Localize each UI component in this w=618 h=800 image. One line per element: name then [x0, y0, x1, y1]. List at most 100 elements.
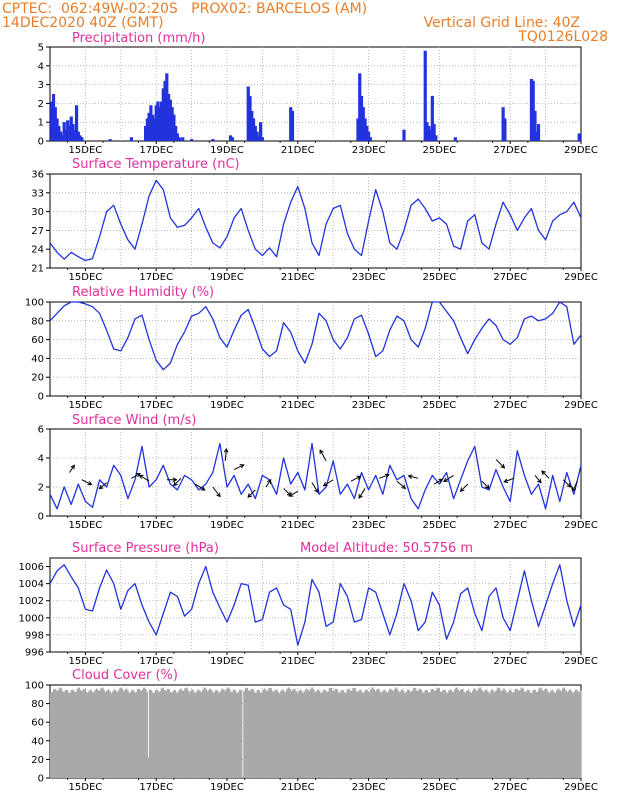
cloud-bar	[536, 691, 539, 778]
cloud-bar	[243, 691, 246, 778]
precip-bar	[170, 107, 174, 141]
cloud-bar	[288, 689, 292, 778]
cloud-bar	[253, 692, 256, 778]
precip-bar	[250, 110, 254, 141]
cloud-bar	[91, 692, 94, 778]
cloud-bar	[106, 690, 109, 778]
temp-ytick-label: 30	[31, 207, 44, 218]
precip-bar	[190, 139, 194, 141]
precip-bar	[60, 135, 64, 141]
cloud-bar	[526, 689, 529, 778]
cloud-bar	[356, 692, 359, 778]
cloud-bar	[321, 692, 324, 778]
cloud-bar	[331, 690, 334, 778]
wind-arrow-head	[541, 470, 546, 476]
cloud-bar	[502, 688, 505, 778]
temp-title: Surface Temperature (nC)	[72, 157, 240, 172]
cloud-bar	[390, 689, 393, 778]
precip-bar	[71, 124, 75, 141]
cloud-bar	[291, 689, 294, 778]
cloud-bar	[374, 691, 377, 778]
cloud-bar	[83, 688, 86, 778]
wind-ytick-label: 6	[38, 425, 44, 436]
cloud-bar	[401, 689, 404, 778]
wind-arrow-shaft	[265, 479, 272, 488]
precip-bar	[66, 120, 70, 141]
cloud-bar	[514, 689, 517, 778]
cloud-bar	[153, 692, 156, 778]
precip-bar	[430, 95, 434, 141]
precip-bar	[356, 118, 360, 141]
cloud-bar	[76, 688, 79, 778]
precip-bar	[151, 114, 155, 141]
wind-ytick-label: 2	[38, 483, 44, 494]
precip-bar	[257, 135, 261, 141]
pres-ytick-label: 998	[25, 630, 44, 641]
cloud-bar	[52, 689, 56, 778]
model-code: TQ0126L028	[518, 29, 608, 45]
rh-ytick-label: 100	[25, 298, 44, 309]
cloud-bar	[51, 692, 54, 778]
cloud-bar	[98, 691, 101, 778]
cloud-bar	[538, 688, 541, 778]
cloud-bar	[265, 690, 268, 778]
wind-xtick-label: 17DEC	[139, 520, 173, 531]
precip-bar	[501, 107, 505, 141]
wind-xtick-label: 15DEC	[69, 520, 103, 531]
cloud-bar	[109, 691, 112, 778]
header-line-2: 14DEC2020 40Z (GMT)	[2, 15, 164, 31]
rh-panel: 0 20 40 60 80 100 15DEC 17DEC 19DEC 21DEC 23DEC 25D…	[25, 285, 598, 411]
rh-ytick-label: 60	[31, 335, 44, 346]
precip-bar	[161, 88, 165, 141]
cloud-bar	[389, 688, 392, 778]
cloud-bar	[451, 691, 454, 778]
cloud-bar	[296, 693, 299, 778]
cloud-bar	[349, 690, 352, 778]
wind-arrow-shaft	[379, 474, 389, 479]
cloud-bar	[458, 691, 461, 778]
cloud-bar	[516, 689, 519, 778]
precip-bar	[64, 129, 68, 141]
cloud-bar	[50, 692, 53, 778]
temp-ytick-label: 24	[31, 245, 44, 256]
cloud-bar	[507, 692, 510, 778]
wind-arrow-shaft	[212, 486, 221, 497]
precip-bar	[168, 99, 172, 141]
cloud-bar	[78, 687, 81, 778]
pres-xtick-label: 25DEC	[423, 656, 457, 667]
wind-arrow-head	[288, 492, 294, 497]
cloud-bar	[443, 689, 446, 778]
cloud-bar	[476, 691, 479, 778]
cloud-bar	[194, 693, 197, 778]
wind-arrow-shaft	[311, 482, 319, 493]
wind-arrow-head	[438, 478, 444, 483]
precip-bar	[108, 139, 112, 141]
cloud-bar	[318, 690, 321, 778]
cloud-bar	[308, 691, 311, 778]
cloud-bar	[278, 693, 281, 778]
cloud-bar	[191, 689, 194, 778]
cloud-bar	[67, 692, 70, 778]
wind-arrow-head	[459, 487, 465, 493]
precip-bar	[358, 73, 362, 141]
cloud-bar	[119, 687, 122, 778]
cloud-bar	[299, 689, 302, 778]
cloud-bar	[210, 690, 213, 778]
wind-arrow-shaft	[481, 480, 490, 489]
cloud-bar	[184, 688, 187, 778]
cloud-bar	[452, 691, 455, 778]
cloud-bar	[398, 692, 401, 778]
cloud-bar	[445, 692, 448, 778]
cloud-bar	[440, 692, 443, 778]
precip-bar	[69, 116, 73, 141]
precip-xtick-label: 15DEC	[69, 145, 103, 156]
cloud-bar	[297, 691, 300, 778]
wind-arrow-shaft	[323, 479, 334, 487]
wind-series-line	[49, 442, 582, 510]
cloud-bar	[256, 690, 259, 778]
cloud-bar	[579, 690, 582, 778]
precip-bar	[177, 137, 181, 141]
cloud-xtick-label: 21DEC	[281, 782, 315, 793]
cloud-bar	[286, 689, 289, 778]
